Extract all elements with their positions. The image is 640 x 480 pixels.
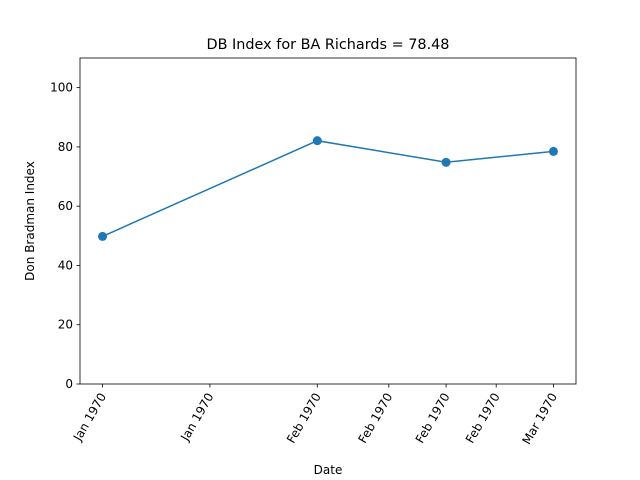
y-tick-label: 0 <box>65 377 73 391</box>
x-axis-label: Date <box>314 463 343 477</box>
x-tick-label: Jan 1970 <box>177 391 216 445</box>
y-tick-label: 60 <box>58 199 73 213</box>
x-tick-label: Feb 1970 <box>284 391 324 446</box>
y-tick-label: 40 <box>58 258 73 272</box>
data-point <box>98 231 108 241</box>
x-tick-label: Jan 1970 <box>70 391 109 445</box>
x-tick-label: Mar 1970 <box>519 391 560 447</box>
axes-frame <box>79 57 577 385</box>
chart-title: DB Index for BA Richards = 78.48 <box>207 37 450 53</box>
series-line <box>102 139 554 238</box>
data-point <box>312 136 322 146</box>
y-axis-label: Don Bradman Index <box>23 161 37 281</box>
y-tick-label: 20 <box>58 318 73 332</box>
x-tick-label: Feb 1970 <box>356 391 396 446</box>
x-tick-label: Feb 1970 <box>463 391 503 446</box>
y-tick-label: 80 <box>58 140 73 154</box>
data-point <box>548 146 558 156</box>
data-point <box>441 157 451 167</box>
y-tick-label: 100 <box>50 81 73 95</box>
x-tick-label: Feb 1970 <box>413 391 453 446</box>
